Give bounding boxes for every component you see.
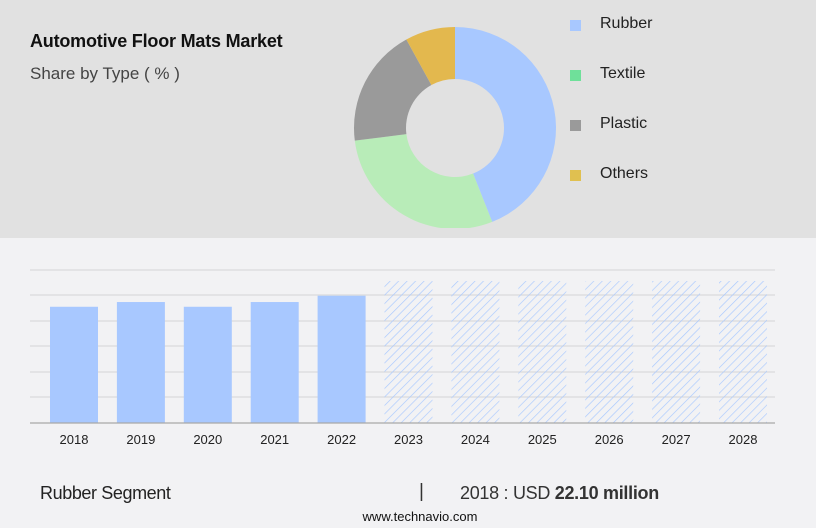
bar-2027 [652,281,701,423]
x-label-2023: 2023 [394,432,423,447]
bar-2028 [719,281,767,423]
donut-slice-textile [354,134,493,228]
plastic-swatch-icon [570,120,581,131]
x-label-2028: 2028 [728,432,758,447]
bar-2024 [451,281,500,423]
legend-item-plastic: Plastic [570,114,770,134]
page-title: Automotive Floor Mats Market [30,31,283,51]
legend-label: Others [600,165,649,182]
share-panel: Automotive Floor Mats Market Share by Ty… [0,0,816,238]
legend-item-rubber: Rubber [570,14,770,34]
legend-label: Plastic [600,115,648,132]
donut-slice-rubber [455,27,557,222]
donut-slice-plastic [354,39,432,141]
legend-label: Rubber [600,15,653,32]
x-label-2018: 2018 [59,432,89,447]
year-prefix: 2018 : USD [460,483,555,503]
x-label-2025: 2025 [527,432,557,447]
bar-2018 [50,306,98,423]
bar-2025 [518,281,567,423]
donut-slice-others [406,27,455,86]
x-label-2020: 2020 [193,432,223,447]
x-label-2021: 2021 [260,432,290,447]
bar-2022 [317,295,366,423]
separator: | [419,481,424,502]
bar-2019 [116,302,165,423]
bars [50,281,767,423]
segment-value: 2018 : USD 22.10 million [460,483,659,504]
others-swatch-icon [570,170,581,181]
x-label-2019: 2019 [126,432,156,447]
rubber-swatch-icon [570,20,581,31]
bar-2020 [183,306,232,423]
bar-2023 [384,281,433,423]
x-label-2026: 2026 [594,432,624,447]
value-text: 22.10 million [554,483,659,503]
x-label-2024: 2024 [460,432,490,447]
page-subtitle: Share by Type ( % ) [30,64,180,83]
legend-label: Textile [600,65,646,82]
bar-chart [30,269,775,424]
segment-label: Rubber Segment [40,483,171,503]
source-url: www.technavio.com [362,509,478,524]
legend-item-others: Others [570,164,770,184]
x-label-2022: 2022 [327,432,357,447]
textile-swatch-icon [570,70,581,81]
donut-chart [354,27,557,228]
x-label-2027: 2027 [661,432,691,447]
bar-2021 [250,302,299,423]
legend-item-textile: Textile [570,64,770,84]
bar-2026 [585,281,634,423]
